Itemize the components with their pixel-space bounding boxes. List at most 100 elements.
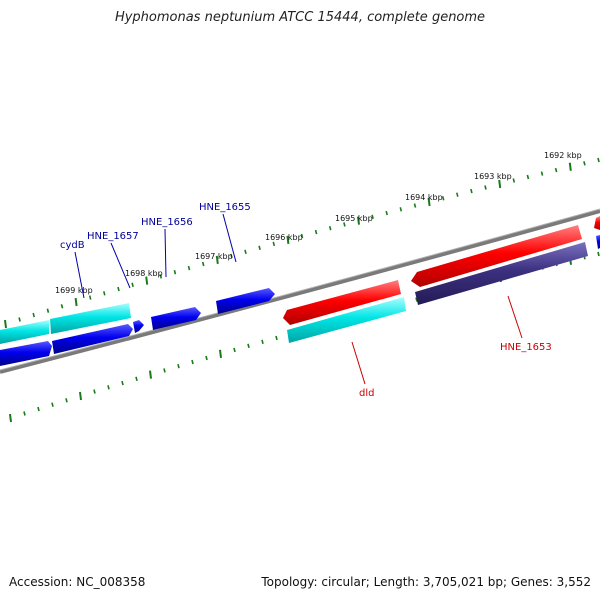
outer-tick-mark [568, 162, 572, 171]
topology-summary: Topology: circular; Length: 3,705,021 bp… [261, 575, 591, 589]
outer-tick-row [4, 157, 600, 329]
feature-blue-5 [216, 288, 275, 314]
outer-tick-mark [88, 295, 92, 300]
feature-blue-4 [151, 307, 201, 330]
gene-label-dld: dld [359, 388, 374, 399]
outer-tick-mark [32, 312, 35, 318]
inner-tick-mark [177, 364, 180, 369]
outer-tick-mark [4, 319, 7, 329]
map-title: Hyphomonas neptunium ATCC 15444, complet… [114, 10, 486, 25]
inner-tick-mark [415, 297, 418, 302]
outer-tick-mark [413, 203, 417, 208]
inner-tick-mark [79, 391, 82, 401]
inner-tick-mark [261, 339, 264, 344]
outer-tick-mark [371, 214, 374, 219]
inner-tick-mark [37, 406, 40, 412]
outer-tick-mark [484, 185, 487, 190]
outer-tick-mark [300, 233, 304, 239]
feature-cyan-1 [0, 320, 49, 344]
inner-tick-mark [247, 343, 250, 348]
feature-track-upper [0, 235, 600, 366]
inner-tick-mark [205, 355, 208, 361]
accession-text: Accession: NC_008358 [9, 575, 146, 589]
tick-label-1698: 1698 kbp [125, 269, 163, 278]
outer-tick-mark [526, 174, 530, 180]
outer-tick-mark [470, 188, 473, 194]
tick-label-1694: 1694 kbp [405, 193, 443, 202]
tick-label-1695: 1695 kbp [335, 214, 373, 223]
gene-label-HNE_1657: HNE_1657 [87, 231, 139, 242]
inner-tick-mark [275, 335, 278, 341]
outer-tick-mark [427, 197, 431, 207]
outer-tick-mark [357, 216, 360, 225]
tick-label-1699: 1699 kbp [55, 286, 93, 295]
outer-tick-mark [159, 274, 163, 279]
outer-tick-mark [258, 245, 261, 250]
outer-tick-mark [498, 179, 502, 189]
gene-label-HNE_1655: HNE_1655 [199, 202, 251, 213]
gene-label-HNE_1656: HNE_1656 [141, 217, 193, 228]
inner-tick-mark [23, 411, 26, 416]
inner-tick-mark [149, 370, 152, 379]
gene-label-HNE_1653: HNE_1653 [500, 342, 552, 353]
feature-red-2 [411, 225, 582, 287]
outer-tick-mark [540, 171, 544, 176]
inner-tick-mark [107, 385, 110, 390]
outer-tick-mark [456, 192, 459, 197]
inner-tick-mark [219, 349, 222, 359]
feature-blue-6 [596, 235, 600, 249]
inner-tick-mark [135, 376, 138, 381]
feature-cyan-3 [287, 297, 406, 343]
outer-tick-mark [60, 304, 64, 309]
genome-backbone [0, 209, 600, 374]
outer-tick-mark [385, 210, 388, 216]
outer-tick-mark [441, 196, 445, 201]
outer-tick-mark [328, 226, 332, 231]
outer-tick-mark [244, 249, 247, 254]
feature-purple-1 [415, 242, 588, 305]
tick-label-1692: 1692 kbp [544, 151, 582, 160]
inner-tick-mark [233, 347, 236, 353]
outer-tick-mark [554, 167, 558, 173]
outer-tick-mark [201, 261, 205, 267]
outer-tick-mark [131, 282, 134, 287]
outer-tick-mark [173, 270, 177, 275]
inner-tick-mark [597, 251, 600, 257]
inner-tick-mark [121, 380, 124, 386]
inner-tick-mark [65, 398, 68, 403]
inner-tick-mark [9, 413, 12, 423]
feature-blue-1 [0, 341, 52, 366]
outer-tick-mark [230, 253, 233, 259]
tick-label-1697: 1697 kbp [195, 252, 233, 261]
outer-tick-mark [314, 229, 318, 235]
feature-blue-2 [52, 324, 133, 354]
feature-red-1 [283, 280, 401, 325]
outer-tick-mark [215, 255, 219, 265]
inner-tick-mark [93, 389, 96, 394]
inner-tick-mark [191, 359, 194, 365]
outer-tick-mark [18, 317, 21, 322]
inner-tick-mark [163, 368, 166, 373]
gene-label-cydB: cydB [60, 240, 85, 251]
inner-tick-mark [51, 402, 54, 407]
outer-tick-mark [286, 235, 290, 245]
feature-track-forward [283, 216, 600, 325]
outer-tick-mark [117, 286, 120, 292]
outer-tick-mark [103, 291, 106, 296]
outer-tick-mark [399, 207, 403, 212]
outer-tick-mark [343, 222, 346, 227]
outer-tick-mark [512, 178, 516, 183]
gene-leader-lines [74, 213, 523, 385]
outer-tick-mark [145, 276, 149, 285]
outer-tick-mark [272, 241, 276, 247]
outer-tick-mark [74, 297, 78, 307]
outer-tick-mark [46, 308, 50, 313]
tick-label-1693: 1693 kbp [474, 172, 512, 181]
feature-red-3 [594, 216, 600, 230]
outer-tick-mark [597, 157, 600, 163]
feature-cyan-2 [50, 303, 131, 334]
feature-blue-3 [133, 320, 144, 333]
outer-tick-mark [583, 161, 586, 166]
outer-tick-mark [187, 265, 191, 271]
